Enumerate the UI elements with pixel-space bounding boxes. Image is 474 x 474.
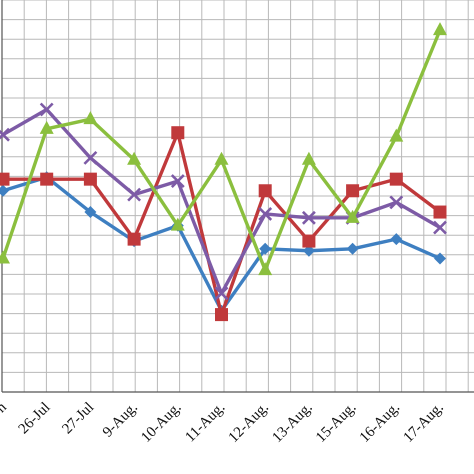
x-tick-label: n bbox=[0, 399, 10, 416]
data-point-purple bbox=[39, 102, 54, 117]
x-axis-tick-labels: n 26-Jul 27-Jul 9-Aug.10-Aug.11-Aug.12-Aug.… bbox=[0, 399, 447, 446]
data-point-red bbox=[171, 126, 185, 140]
data-point-red bbox=[389, 172, 403, 186]
data-point-red bbox=[40, 172, 54, 186]
data-point-blue bbox=[346, 242, 359, 255]
data-point-red bbox=[258, 184, 272, 198]
data-point-green bbox=[258, 262, 273, 276]
data-point-green bbox=[127, 151, 142, 165]
data-point-purple bbox=[433, 220, 447, 235]
data-point-blue bbox=[0, 184, 9, 197]
x-tick-label: 26-Jul bbox=[16, 400, 54, 438]
data-point-purple bbox=[214, 286, 229, 301]
data-point-purple bbox=[301, 210, 316, 225]
data-point-blue bbox=[302, 244, 315, 257]
x-tick-label: 13-Aug. bbox=[269, 400, 315, 446]
x-tick-label: 10-Aug. bbox=[138, 400, 184, 446]
data-point-red bbox=[127, 232, 141, 246]
data-point-blue bbox=[434, 252, 446, 265]
x-tick-label: 27-Jul bbox=[59, 400, 97, 438]
chart-series bbox=[0, 22, 447, 322]
data-point-purple bbox=[0, 127, 10, 142]
data-point-blue bbox=[390, 233, 403, 246]
data-point-blue bbox=[259, 242, 272, 255]
data-point-green bbox=[389, 128, 404, 142]
data-point-purple bbox=[83, 150, 98, 165]
x-tick-label: 15-Aug. bbox=[313, 400, 359, 446]
data-point-purple bbox=[258, 207, 273, 221]
data-point-red bbox=[83, 172, 97, 186]
data-point-green bbox=[214, 151, 229, 165]
data-point-red bbox=[433, 205, 447, 219]
data-point-green bbox=[170, 217, 185, 231]
chart-grid bbox=[1, 0, 474, 393]
x-tick-label: 17-Aug. bbox=[400, 400, 446, 446]
data-point-green bbox=[433, 22, 447, 36]
data-point-purple bbox=[127, 187, 142, 202]
data-point-blue bbox=[84, 206, 97, 219]
x-tick-label: 16-Aug. bbox=[357, 400, 403, 446]
x-tick-label: 9-Aug. bbox=[100, 400, 141, 441]
data-point-green bbox=[0, 250, 10, 264]
data-point-red bbox=[346, 184, 360, 198]
data-point-green bbox=[39, 120, 54, 134]
data-point-red bbox=[302, 234, 316, 248]
data-point-purple bbox=[170, 174, 185, 189]
data-point-green bbox=[345, 209, 360, 223]
data-point-green bbox=[301, 151, 316, 165]
data-point-red bbox=[0, 172, 10, 186]
x-tick-label: 11-Aug. bbox=[182, 400, 228, 446]
data-point-purple bbox=[389, 195, 404, 210]
data-point-red bbox=[215, 308, 228, 322]
data-point-green bbox=[83, 111, 98, 125]
x-tick-label: 12-Aug. bbox=[226, 400, 272, 446]
